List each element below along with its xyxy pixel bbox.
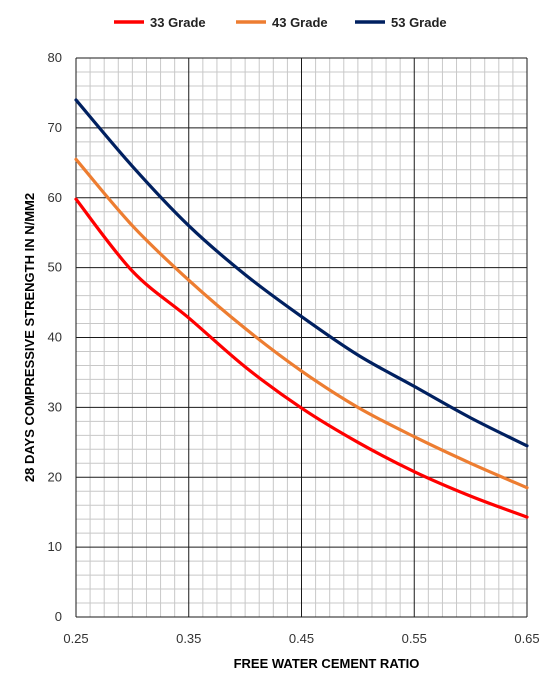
x-tick-label: 0.45 — [289, 631, 314, 646]
y-tick-label: 0 — [55, 609, 62, 624]
legend-label-53-grade: 53 Grade — [391, 15, 447, 30]
series-line-53-grade — [74, 98, 529, 448]
legend-label-33-grade: 33 Grade — [150, 15, 206, 30]
y-tick-label: 20 — [48, 469, 62, 484]
y-tick-label: 80 — [48, 50, 62, 65]
major-gridlines — [75, 57, 528, 618]
y-tick-label: 30 — [48, 399, 62, 414]
y-axis-title: 28 DAYS COMPRESSIVE STRENGTH IN N/MM2 — [22, 193, 37, 482]
x-axis-ticks: 0.25 0.35 0.45 0.55 0.65 — [63, 631, 539, 646]
y-axis-ticks: 0 10 20 30 40 50 60 70 80 — [48, 50, 62, 624]
x-tick-label: 0.65 — [514, 631, 539, 646]
legend-label-43-grade: 43 Grade — [272, 15, 328, 30]
x-tick-label: 0.55 — [402, 631, 427, 646]
legend: 33 Grade 43 Grade 53 Grade — [114, 15, 447, 30]
x-tick-label: 0.35 — [176, 631, 201, 646]
series-layer — [74, 98, 529, 519]
series-line-33-grade — [74, 197, 529, 519]
y-tick-label: 10 — [48, 539, 62, 554]
y-tick-label: 40 — [48, 330, 62, 345]
x-tick-label: 0.25 — [63, 631, 88, 646]
y-tick-label: 60 — [48, 190, 62, 205]
x-axis-title: FREE WATER CEMENT RATIO — [234, 656, 420, 671]
y-tick-label: 50 — [48, 260, 62, 275]
series-line-43-grade — [74, 157, 529, 490]
y-tick-label: 70 — [48, 120, 62, 135]
